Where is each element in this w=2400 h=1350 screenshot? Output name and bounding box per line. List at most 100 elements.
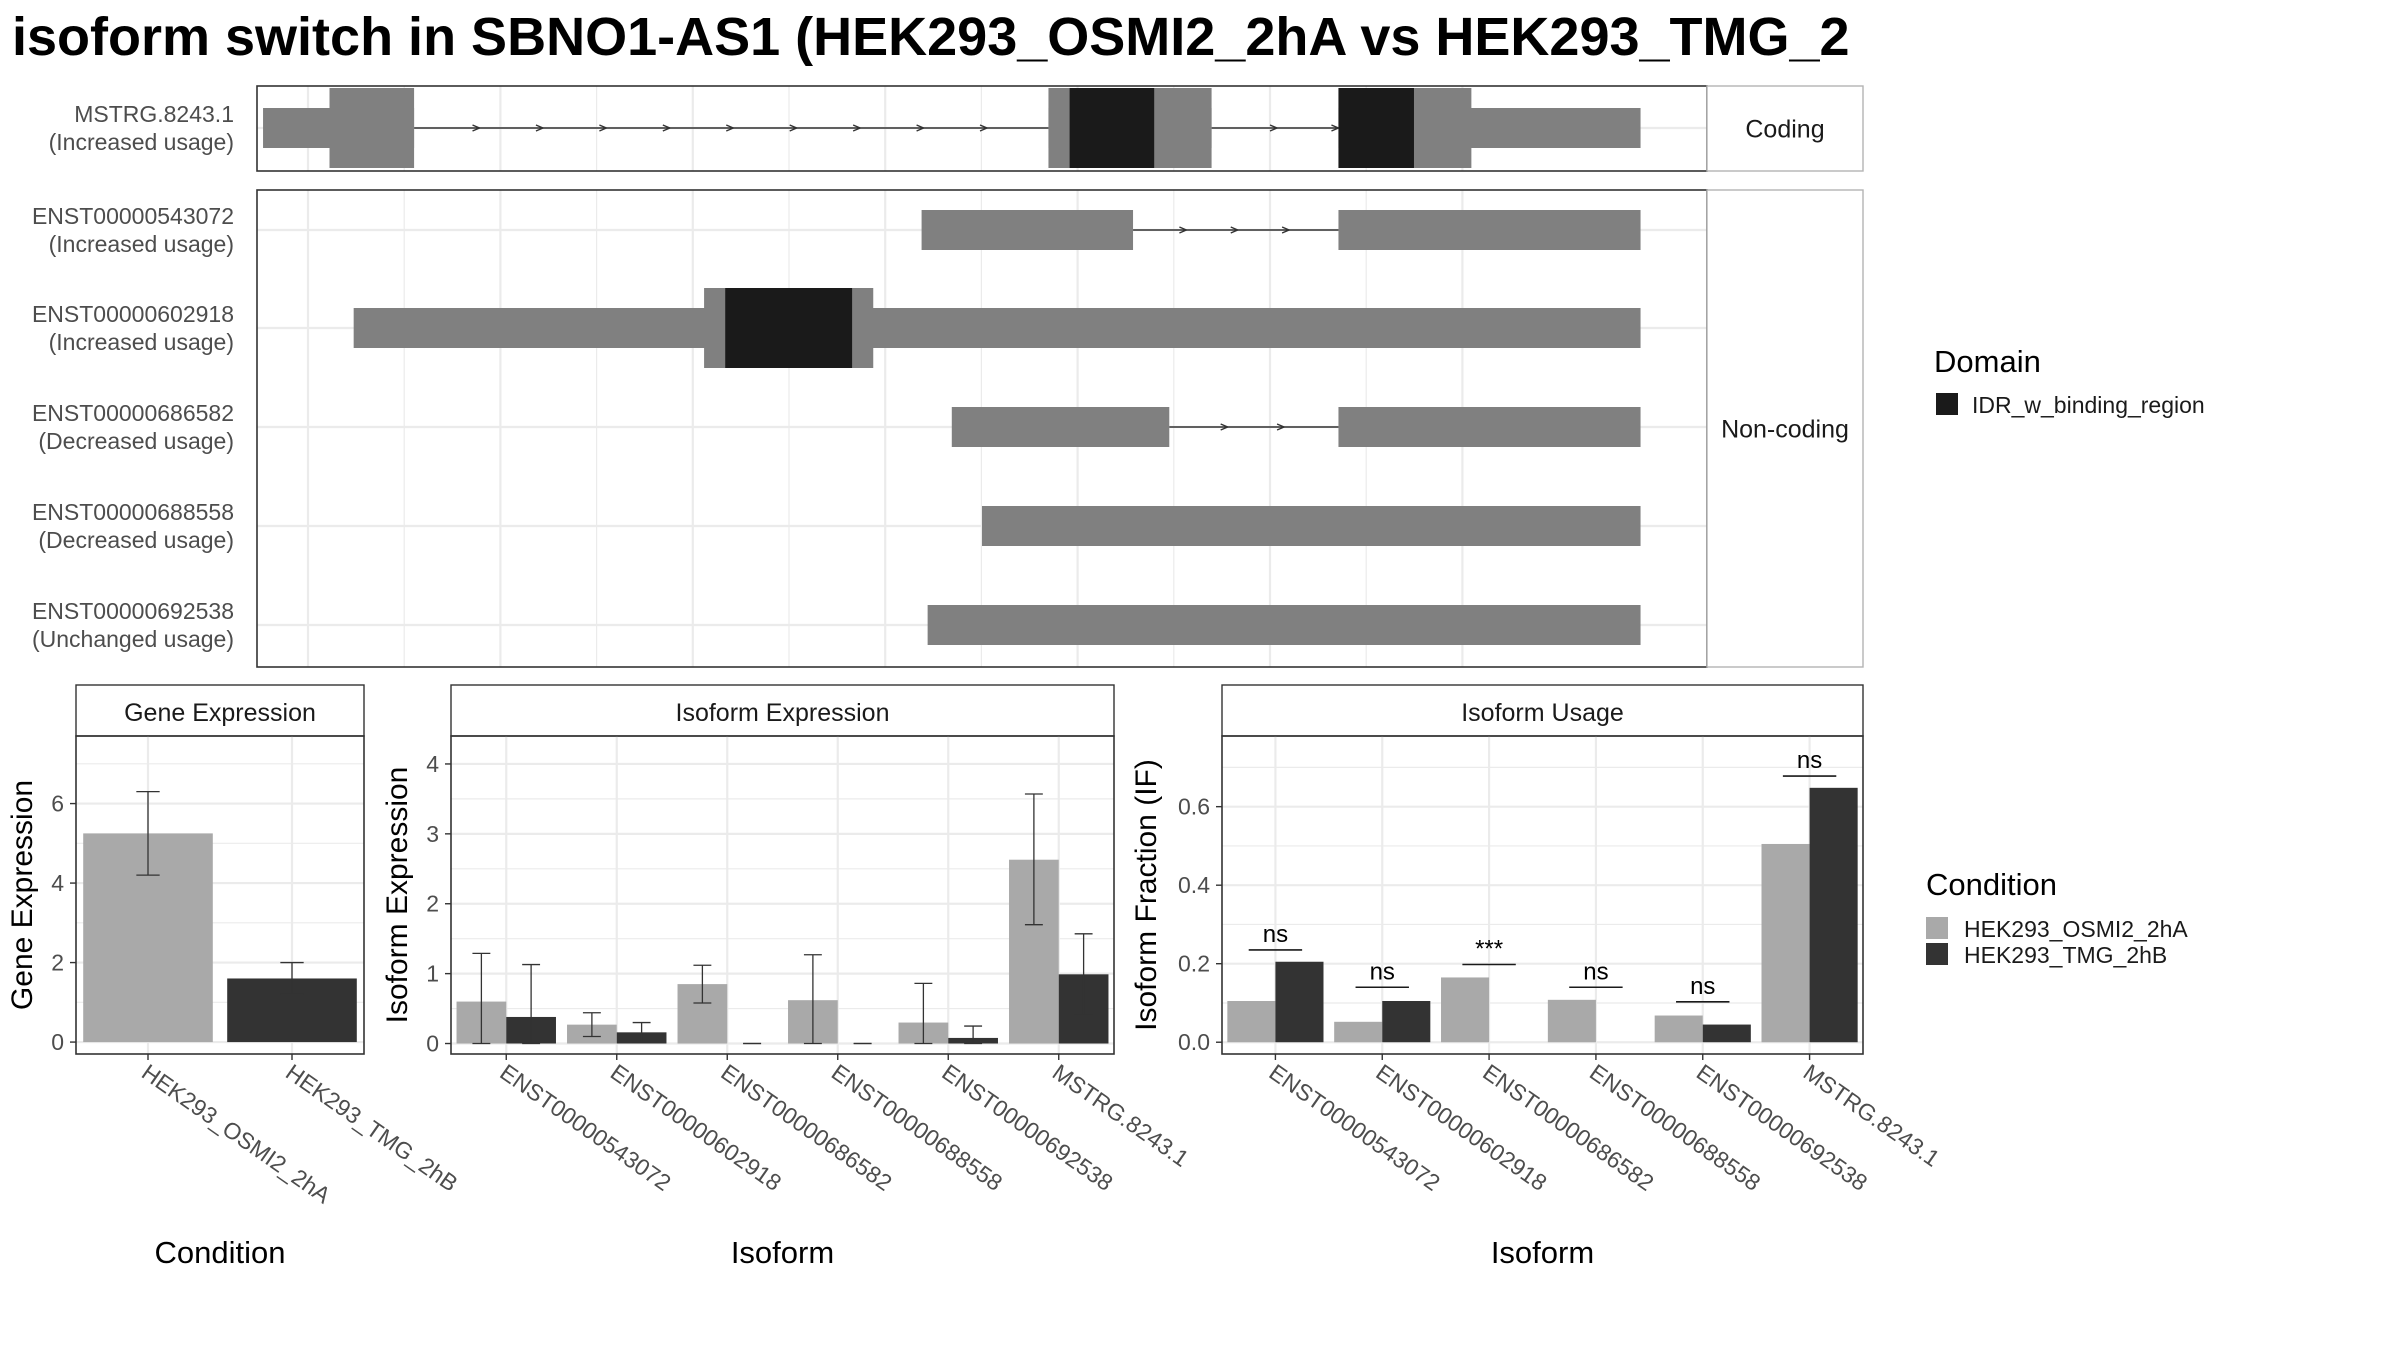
panel-border <box>450 735 1115 1055</box>
isoform-usage-plot: Isoform Usage ns ns *** ns ns ns 0.0 0.2 0.4 0.6 EN… <box>1130 684 1945 1270</box>
panel-title: Isoform Expression <box>676 699 890 727</box>
transcript-usage-label: (Increased usage) <box>49 129 234 155</box>
condition-legend-swatch-b <box>1926 943 1948 965</box>
significance-label: ns <box>1583 958 1608 985</box>
x-tick-label: ENST00000543072 <box>1265 1059 1445 1196</box>
bar-hek293-osmi2-2ha <box>1654 1015 1703 1043</box>
condition-legend: Condition HEK293_OSMI2_2hA HEK293_TMG_2h… <box>1926 867 2188 968</box>
x-axis-title: Condition <box>155 1235 286 1270</box>
significance-label: ns <box>1370 958 1395 985</box>
panel-title: Isoform Usage <box>1461 699 1624 727</box>
transcript-enst00000686582: ENST00000686582(Decreased usage) <box>32 400 1641 454</box>
domain-legend: Domain IDR_w_binding_region <box>1934 344 2205 418</box>
facet-strip-label: Non-coding <box>1721 416 1849 444</box>
intron-direction-arrow <box>662 124 672 132</box>
x-axis-title: Isoform <box>1491 1235 1594 1270</box>
x-tick-label: ENST00000692538 <box>1692 1059 1872 1196</box>
bar-hek293-tmg-2hb <box>1382 1001 1431 1043</box>
significance-label: ns <box>1263 921 1288 948</box>
y-tick-label: 0 <box>426 1031 439 1057</box>
bar-hek293-tmg-2hb <box>1275 961 1324 1043</box>
y-axis-title: Isoform Expression <box>381 767 414 1024</box>
domain-legend-title: Domain <box>1934 344 2041 379</box>
exon <box>1338 407 1641 447</box>
transcript-name-label: ENST00000688558 <box>32 499 234 525</box>
intron-direction-arrow <box>1276 423 1286 431</box>
domain-idr-w-binding-region <box>725 288 853 368</box>
transcript-name-label: MSTRG.8243.1 <box>74 101 234 127</box>
transcript-name-label: ENST00000692538 <box>32 598 234 624</box>
transcript-mstrg-8243-1: MSTRG.8243.1(Increased usage) <box>49 88 1641 168</box>
panel-strip <box>450 684 1115 737</box>
x-tick-label: ENST00000686582 <box>1478 1059 1658 1196</box>
condition-legend-swatch-a <box>1926 917 1948 939</box>
intron-direction-arrow <box>535 124 545 132</box>
exon <box>353 308 1641 348</box>
domain-idr-w-binding-region <box>1069 88 1155 168</box>
intron-direction-arrow <box>599 124 609 132</box>
significance-label: *** <box>1475 935 1503 962</box>
coding-exon <box>329 88 415 168</box>
y-tick-label: 2 <box>51 950 64 976</box>
x-tick-label: ENST00000602918 <box>1371 1059 1551 1196</box>
bar-hek293-tmg-2hb <box>1809 787 1858 1043</box>
transcript-enst00000692538: ENST00000692538(Unchanged usage) <box>32 598 1641 652</box>
significance-label: ns <box>1797 747 1822 774</box>
y-tick-label: 0.6 <box>1178 794 1210 820</box>
intron-direction-arrow <box>1220 423 1230 431</box>
y-tick-label: 0.0 <box>1178 1029 1210 1055</box>
panel-strip <box>75 684 365 737</box>
y-tick-label: 2 <box>426 891 439 917</box>
transcript-name-label: ENST00000543072 <box>32 203 234 229</box>
condition-legend-title: Condition <box>1926 867 2057 902</box>
bar-hek293-osmi2-2ha <box>1334 1021 1383 1043</box>
y-tick-label: 1 <box>426 961 439 987</box>
transcript-enst00000602918: ENST00000602918(Increased usage) <box>32 288 1641 368</box>
y-tick-label: 0.4 <box>1178 872 1210 898</box>
intron-direction-arrow <box>916 124 926 132</box>
intron-direction-arrow <box>979 124 989 132</box>
intron-direction-arrow <box>1179 226 1189 234</box>
y-tick-label: 4 <box>51 870 64 896</box>
exon <box>927 605 1641 645</box>
transcript-name-label: ENST00000686582 <box>32 400 234 426</box>
y-tick-label: 4 <box>426 751 439 777</box>
intron-direction-arrow <box>472 124 482 132</box>
y-tick-label: 0.2 <box>1178 951 1210 977</box>
significance-label: ns <box>1690 973 1715 1000</box>
y-tick-label: 6 <box>51 791 64 817</box>
y-axis-title: Gene Expression <box>6 780 39 1010</box>
panel-title: Gene Expression <box>124 699 316 727</box>
domain-legend-swatch <box>1936 393 1958 415</box>
x-axis-title: Isoform <box>731 1235 834 1270</box>
transcript-usage-label: (Increased usage) <box>49 231 234 257</box>
facet-strip <box>1706 85 1864 172</box>
intron-direction-arrow <box>1269 124 1279 132</box>
intron-direction-arrow <box>789 124 799 132</box>
intron-direction-arrow <box>1230 226 1240 234</box>
domain-idr-w-binding-region <box>1338 88 1414 168</box>
facet-strip-label: Coding <box>1745 116 1824 144</box>
transcript-enst00000688558: ENST00000688558(Decreased usage) <box>32 499 1641 553</box>
transcript-usage-label: (Increased usage) <box>49 329 234 355</box>
exon <box>951 407 1170 447</box>
transcript-usage-label: (Unchanged usage) <box>32 626 234 652</box>
transcript-name-label: ENST00000602918 <box>32 301 234 327</box>
y-tick-label: 3 <box>426 821 439 847</box>
bar-hek293-osmi2-2ha <box>1227 1001 1276 1043</box>
bar-hek293-osmi2-2ha <box>1547 999 1596 1043</box>
isoform-expression-plot: Isoform Expression01234ENST00000543072EN… <box>381 684 1194 1270</box>
intron-direction-arrow <box>1281 226 1291 234</box>
exon <box>921 210 1134 250</box>
bar-hek293-osmi2-2ha <box>1761 843 1810 1043</box>
transcript-usage-label: (Decreased usage) <box>38 527 234 553</box>
condition-legend-item-b: HEK293_TMG_2hB <box>1964 942 2167 968</box>
intron-direction-arrow <box>852 124 862 132</box>
intron-direction-arrow <box>725 124 736 132</box>
exon <box>1338 210 1641 250</box>
transcript-enst00000543072: ENST00000543072(Increased usage) <box>32 203 1641 257</box>
bar-hek293-tmg-2hb <box>1702 1024 1751 1043</box>
y-axis-title: Isoform Fraction (IF) <box>1130 759 1163 1031</box>
